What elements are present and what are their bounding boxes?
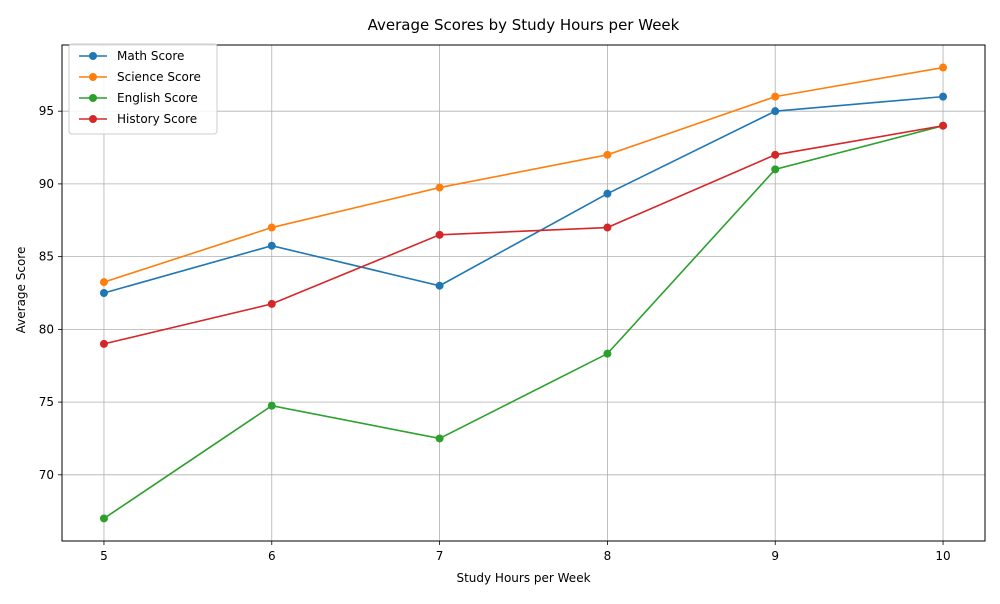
legend-box bbox=[68, 43, 218, 135]
legend-label: Math Score bbox=[117, 49, 184, 63]
x-tick-label: 10 bbox=[935, 549, 950, 563]
y-tick-label: 85 bbox=[39, 250, 54, 264]
data-point bbox=[939, 121, 948, 130]
x-tick-label: 7 bbox=[436, 549, 444, 563]
data-point bbox=[603, 150, 612, 159]
y-tick-label: 70 bbox=[39, 468, 54, 482]
x-tick-label: 5 bbox=[100, 549, 108, 563]
legend: Math Score Science Score English Score Hist… bbox=[68, 43, 218, 135]
legend-item: History Score bbox=[79, 112, 197, 126]
y-tick-label: 90 bbox=[39, 177, 54, 191]
data-point bbox=[99, 514, 108, 523]
legend-label: English Score bbox=[117, 91, 198, 105]
data-point bbox=[939, 63, 948, 72]
data-point bbox=[435, 434, 444, 443]
data-point bbox=[99, 339, 108, 348]
data-point bbox=[267, 401, 276, 410]
y-tick-label: 95 bbox=[39, 104, 54, 118]
data-point bbox=[99, 289, 108, 297]
y-axis-label: Average Score bbox=[14, 247, 28, 334]
plot-frame bbox=[61, 44, 986, 542]
data-point bbox=[939, 92, 948, 101]
data-point bbox=[771, 107, 780, 116]
data-point bbox=[603, 349, 612, 358]
tick-layer: 5 6 7 8 9 10 70 75 80 85 90 95 bbox=[39, 104, 951, 563]
legend-label: Science Score bbox=[117, 70, 201, 84]
x-tick-label: 6 bbox=[268, 549, 276, 563]
legend-label: History Score bbox=[117, 112, 197, 126]
x-tick-label: 9 bbox=[771, 549, 779, 563]
series-3 bbox=[99, 121, 948, 348]
legend-marker bbox=[89, 52, 97, 60]
data-point bbox=[435, 183, 444, 192]
data-point bbox=[771, 92, 780, 101]
data-point bbox=[771, 165, 780, 174]
series-line bbox=[103, 124, 944, 520]
data-point bbox=[603, 189, 612, 198]
legend-marker bbox=[89, 94, 97, 102]
data-point bbox=[435, 230, 444, 239]
chart-title: Average Scores by Study Hours per Week bbox=[368, 16, 680, 34]
legend-marker bbox=[89, 73, 97, 81]
legend-item: Science Score bbox=[79, 70, 201, 84]
series-line bbox=[103, 66, 944, 283]
series-layer bbox=[99, 63, 948, 523]
grid-layer bbox=[62, 45, 985, 541]
legend-item: Math Score bbox=[79, 49, 184, 63]
data-point bbox=[267, 299, 276, 308]
series-1 bbox=[99, 63, 948, 287]
legend-item: English Score bbox=[79, 91, 198, 105]
data-point bbox=[267, 223, 276, 232]
y-tick-label: 75 bbox=[39, 395, 54, 409]
data-point bbox=[99, 278, 108, 287]
series-line bbox=[103, 95, 944, 294]
series-0 bbox=[99, 92, 948, 297]
series-line bbox=[103, 124, 944, 345]
y-tick-label: 80 bbox=[39, 322, 54, 336]
x-axis-label: Study Hours per Week bbox=[456, 571, 590, 585]
data-point bbox=[267, 241, 276, 250]
data-point bbox=[603, 223, 612, 232]
legend-marker bbox=[89, 115, 97, 123]
data-point bbox=[435, 281, 444, 290]
data-point bbox=[771, 150, 780, 159]
x-tick-label: 8 bbox=[604, 549, 612, 563]
